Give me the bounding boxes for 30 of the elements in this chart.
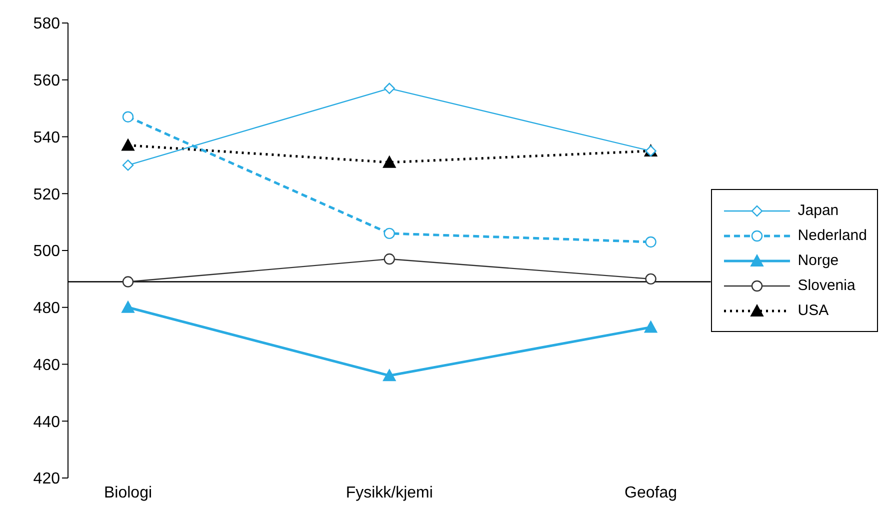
point [122, 276, 134, 288]
x-tick-label: Fysikk/kjemi [346, 484, 433, 502]
y-tick-label: 440 [33, 414, 60, 431]
y-tick-label: 460 [33, 356, 60, 374]
point [384, 82, 395, 94]
legend-label: Norge [798, 252, 839, 269]
point [645, 236, 656, 248]
y-tick-label: 560 [33, 72, 60, 90]
y-tick-label: 420 [33, 470, 60, 488]
point [645, 273, 656, 285]
point [122, 111, 134, 122]
point [644, 320, 658, 333]
point [122, 138, 134, 151]
y-tick-label: 500 [33, 243, 60, 260]
point [384, 253, 395, 265]
legend-label: Nederland [798, 227, 867, 244]
point [122, 300, 134, 313]
y-tick-label: 480 [33, 300, 60, 318]
point [382, 156, 396, 168]
x-tick-label: Geofag [624, 484, 678, 502]
y-tick-label: 540 [33, 129, 60, 146]
legend-label: Japan [798, 202, 839, 219]
y-tick-label: 580 [33, 16, 60, 33]
point [382, 369, 396, 382]
point [122, 160, 134, 171]
y-tick-label: 520 [33, 186, 60, 204]
point [384, 228, 395, 240]
legend-label: USA [798, 302, 829, 319]
x-tick-label: Biologi [104, 484, 152, 502]
legend-label: Slovenia [798, 277, 856, 294]
